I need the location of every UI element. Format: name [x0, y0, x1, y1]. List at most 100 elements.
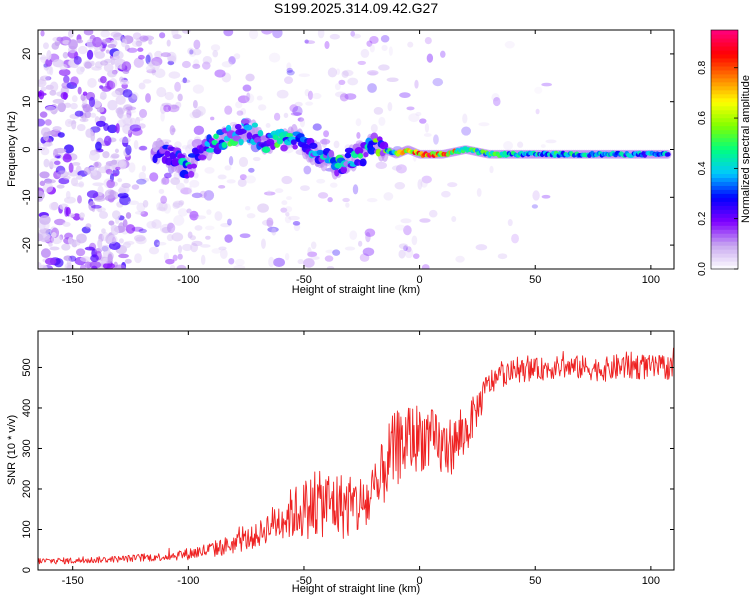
- spectrogram-noise-blob: [129, 117, 136, 127]
- spectrogram-noise-blob: [339, 93, 349, 102]
- colorbar-step: [711, 229, 738, 234]
- spectrogram-noise-blob: [223, 30, 234, 37]
- colorbar-step: [711, 65, 738, 71]
- colorbar-step: [711, 161, 738, 167]
- spectrogram-noise-blob: [183, 177, 189, 184]
- spectrogram-noise-blob: [305, 101, 314, 106]
- spectrogram-noise-blob: [224, 105, 233, 115]
- spectrogram-noise-blob: [67, 236, 73, 245]
- spectrogram-noise-blob: [200, 244, 211, 248]
- colorbar-step: [711, 253, 738, 258]
- spectrogram-noise-blob: [122, 123, 133, 135]
- spectrogram-noise-blob: [175, 101, 182, 109]
- spectrogram-noise-blob: [40, 30, 45, 37]
- spectrogram-noise-blob: [214, 211, 223, 221]
- spectrogram-noise-blob: [476, 188, 482, 197]
- colorbar-step: [711, 125, 738, 131]
- colorbar-tick-label: 0.2: [697, 211, 708, 225]
- colorbar-step: [711, 45, 738, 51]
- spectrogram-noise-blob: [138, 82, 146, 90]
- spectrogram-noise-blob: [358, 240, 363, 247]
- spectrogram-noise-blob: [299, 117, 305, 128]
- spectrogram-noise-blob: [419, 218, 431, 223]
- spectrogram-noise-blob: [138, 54, 145, 60]
- spectrogram-noise-blob: [319, 138, 331, 145]
- spectrogram-noise-blob: [221, 72, 232, 83]
- spectrogram-noise-blob: [338, 79, 346, 85]
- spectrogram-noise-blob: [541, 82, 553, 87]
- spectrogram-noise-blob: [84, 246, 95, 251]
- spectrogram-noise-blob: [70, 177, 79, 187]
- spectrogram-noise-blob: [335, 68, 341, 75]
- spectrogram-noise-blob: [91, 265, 98, 269]
- spectrogram-noise-blob: [39, 75, 51, 82]
- spectrogram-noise-blob: [189, 179, 200, 188]
- colorbar-step: [711, 189, 738, 194]
- spectrogram-noise-blob: [244, 205, 251, 211]
- spectrogram-noise-blob: [378, 116, 386, 126]
- colorbar-step: [711, 81, 738, 87]
- spectrogram-noise-blob: [284, 76, 294, 85]
- spectrogram-noise-blob: [79, 212, 85, 219]
- spectrogram-noise-blob: [77, 195, 82, 204]
- spectrogram-noise-blob: [240, 108, 247, 116]
- spectrogram-noise-blob: [285, 206, 293, 213]
- spectrogram-noise-blob: [125, 109, 137, 114]
- spectrogram-noise-blob: [88, 151, 100, 162]
- spectrogram-noise-blob: [193, 39, 201, 50]
- snr-panel: -150 -100 -50 0 50 100 0 100 200 300 400 500 Heigh…: [6, 330, 675, 595]
- spectrogram-noise-blob: [164, 91, 174, 101]
- spectrogram-noise-blob: [168, 104, 180, 113]
- spectrogram-noise-blob: [63, 144, 74, 154]
- spectrogram-noise-blob: [169, 264, 176, 269]
- spectrogram-noise-blob: [166, 222, 176, 234]
- spectrogram-noise-blob: [189, 214, 200, 218]
- colorbar-step: [711, 173, 738, 178]
- colorbar-step: [711, 93, 738, 99]
- spectrogram-noise-blob: [261, 219, 274, 226]
- spectrogram-noise-blob: [154, 68, 166, 79]
- spectrogram-noise-blob: [105, 49, 110, 54]
- spectrogram-noise-blob: [122, 89, 133, 98]
- spectrogram-noise-blob: [138, 123, 146, 129]
- spectrogram-noise-blob: [83, 30, 94, 36]
- spectrogram-noise-blob: [421, 264, 430, 269]
- spectrogram-noise-blob: [332, 249, 341, 256]
- spectrogram-noise-blob: [406, 106, 415, 111]
- spectrogram-noise-blob: [104, 189, 116, 199]
- spectrogram-noise-blob: [145, 54, 151, 65]
- spectrogram-noise-blob: [245, 73, 255, 82]
- spectrogram-noise-blob: [192, 48, 202, 56]
- spectrogram-noise-blob: [45, 105, 57, 112]
- spectrogram-noise-blob: [153, 239, 160, 248]
- spectrogram-noise-blob: [154, 50, 163, 59]
- spectrogram-noise-blob: [107, 234, 118, 244]
- spectrogram-noise-blob: [136, 178, 147, 185]
- spectrogram-noise-blob: [46, 130, 56, 136]
- spectrogram-noise-blob: [145, 65, 154, 72]
- spectrogram-noise-blob: [236, 110, 244, 116]
- colorbar-step: [711, 169, 738, 174]
- spectrogram-y-tick-label: 20: [21, 48, 33, 60]
- spectrogram-ridge-cell: [280, 144, 288, 152]
- spectrogram-x-tick-label: 0: [417, 274, 423, 286]
- spectrogram-noise-layer: [38, 30, 557, 269]
- colorbar-step: [711, 49, 738, 55]
- spectrogram-noise-blob: [125, 224, 136, 234]
- spectrogram-noise-blob: [115, 95, 126, 105]
- spectrogram-noise-blob: [99, 211, 109, 219]
- spectrogram-noise-blob: [298, 73, 311, 78]
- spectrogram-noise-blob: [237, 95, 250, 104]
- spectrogram-noise-blob: [117, 187, 127, 194]
- spectrogram-noise-blob: [38, 118, 46, 127]
- spectrogram-noise-blob: [108, 220, 115, 226]
- spectrogram-noise-blob: [307, 246, 312, 258]
- spectrogram-noise-blob: [284, 252, 290, 261]
- spectrogram-noise-blob: [304, 39, 309, 44]
- spectrogram-noise-blob: [398, 243, 409, 250]
- spectrogram-noise-blob: [188, 185, 193, 195]
- spectrogram-noise-blob: [51, 232, 57, 238]
- spectrogram-noise-blob: [160, 177, 167, 185]
- spectrogram-noise-blob: [77, 86, 82, 95]
- spectrogram-noise-blob: [56, 184, 65, 189]
